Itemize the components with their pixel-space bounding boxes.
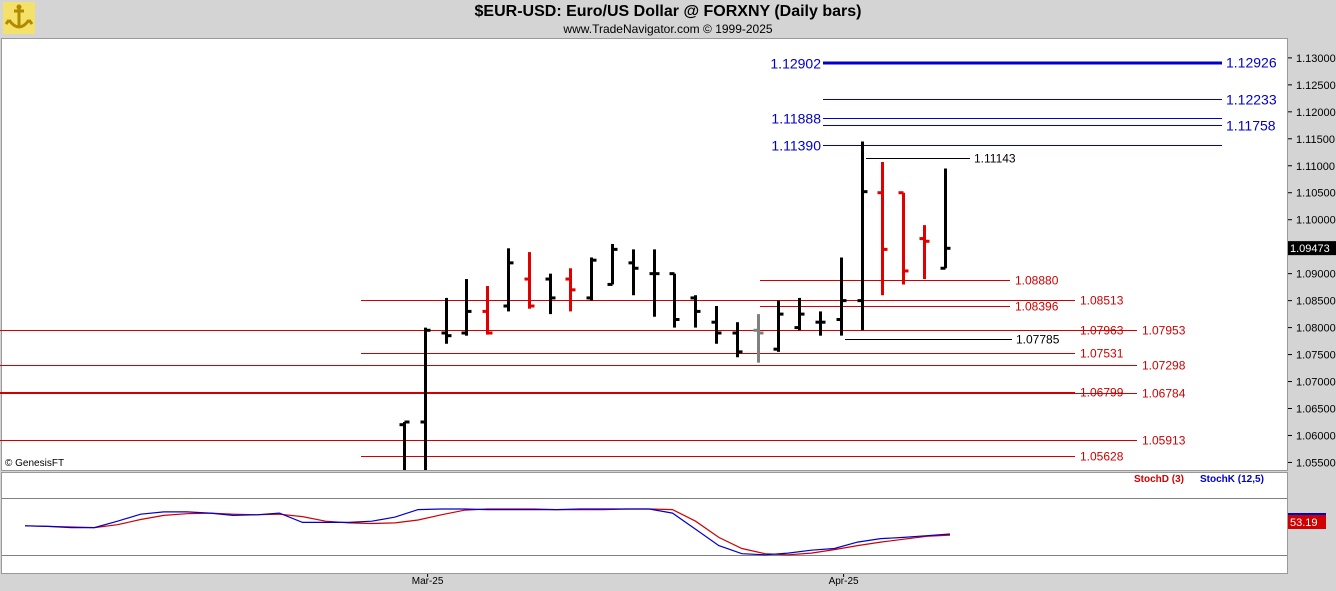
y-tick-label: 1.07000 [1296, 377, 1336, 389]
support-label: 1.08513 [1080, 294, 1124, 308]
last-price-label: 1.09473 [1290, 243, 1330, 255]
support-label: 1.05913 [1142, 434, 1186, 448]
legend-stoch-k: StochK (12,5) [1200, 474, 1264, 485]
y-tick-label: 1.06500 [1296, 404, 1336, 416]
anchor-icon [3, 2, 35, 34]
resistance-label: 1.12902 [770, 56, 821, 72]
pivot-label: 1.11143 [974, 152, 1016, 166]
pivot-label: 1.07785 [1016, 333, 1060, 347]
resistance-label: 1.11390 [771, 138, 821, 154]
y-tick-label: 1.12000 [1296, 107, 1336, 119]
stochastic-panel[interactable] [1, 472, 1288, 574]
last-price-box [1288, 241, 1336, 256]
resistance-label: 1.11758 [1226, 118, 1276, 134]
chart-header: $EUR-USD: Euro/US Dollar @ FORXNY (Daily… [0, 0, 1336, 38]
y-tick-label: 1.08500 [1296, 296, 1336, 308]
y-tick-label: 1.05500 [1296, 457, 1336, 469]
y-tick-label: 1.07500 [1296, 350, 1336, 362]
chart-title: $EUR-USD: Euro/US Dollar @ FORXNY (Daily… [474, 3, 862, 20]
y-tick-label: 1.11500 [1296, 134, 1335, 146]
resistance-label: 1.12233 [1226, 92, 1277, 108]
resistance-label: 1.11888 [771, 111, 821, 127]
support-label: 1.07531 [1080, 347, 1124, 361]
legend-stoch-d: StochD (3) [1134, 474, 1184, 485]
resistance-label: 1.12926 [1226, 55, 1277, 71]
stoch-last-box [1288, 515, 1326, 529]
x-tick-label: Mar-25 [412, 576, 444, 587]
y-tick-label: 1.10500 [1296, 188, 1336, 200]
y-tick-label: 1.11000 [1296, 161, 1335, 173]
support-label: 1.05628 [1080, 450, 1124, 464]
y-tick-label: 1.08000 [1296, 323, 1336, 335]
stoch-k-line [24, 508, 951, 556]
x-tick-label: Apr-25 [829, 576, 859, 587]
copyright-label: © GenesisFT [5, 458, 65, 469]
stoch-last-label: 53.19 [1290, 517, 1318, 529]
support-label: 1.06799 [1080, 386, 1124, 400]
y-tick-label: 1.12500 [1296, 80, 1336, 92]
support-label: 1.06784 [1142, 387, 1186, 401]
support-label: 1.08396 [1015, 300, 1059, 314]
price-panel[interactable] [1, 38, 1288, 471]
support-label: 1.08880 [1015, 274, 1059, 288]
y-tick-label: 1.09000 [1296, 269, 1336, 281]
stoch-d-line [24, 508, 951, 556]
support-label: 1.07953 [1142, 324, 1186, 338]
y-tick-label: 1.10000 [1296, 215, 1336, 227]
support-label: 1.07298 [1142, 359, 1186, 373]
chart-subtitle: www.TradeNavigator.com © 1999-2025 [563, 22, 773, 36]
y-tick-label: 1.06000 [1296, 430, 1336, 442]
y-tick-label: 1.13000 [1296, 53, 1336, 65]
